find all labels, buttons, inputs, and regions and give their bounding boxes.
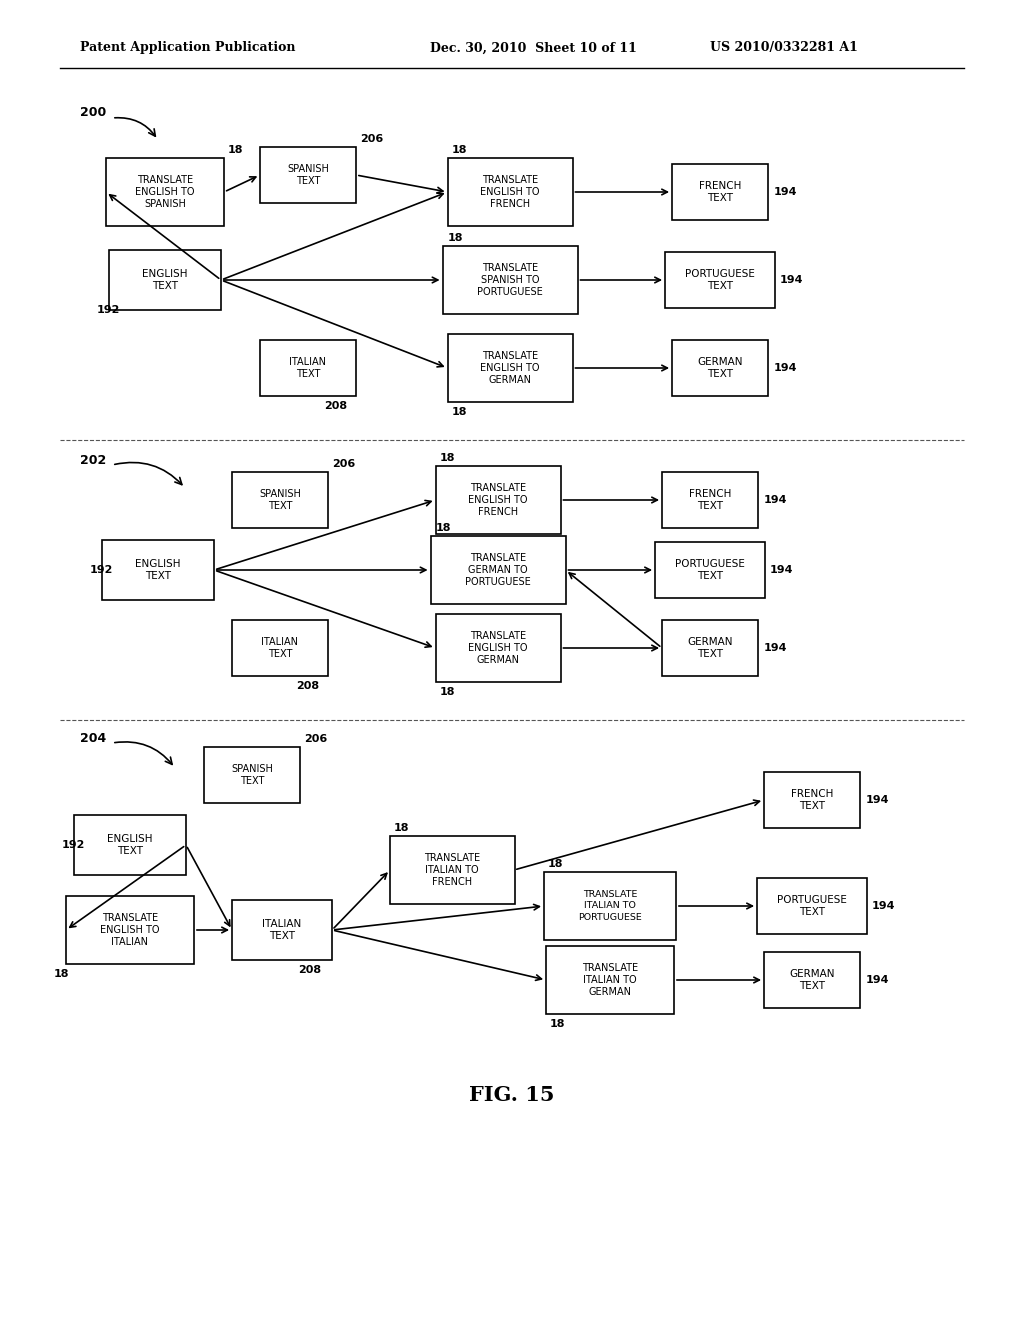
Text: FIG. 15: FIG. 15 xyxy=(469,1085,555,1105)
Bar xyxy=(655,543,765,598)
Text: 206: 206 xyxy=(332,459,355,469)
Text: 194: 194 xyxy=(764,495,787,506)
Bar xyxy=(757,878,867,935)
Text: 194: 194 xyxy=(770,565,794,576)
Text: 18: 18 xyxy=(435,523,451,533)
Text: TRANSLATE
ITALIAN TO
GERMAN: TRANSLATE ITALIAN TO GERMAN xyxy=(582,962,638,998)
Text: 200: 200 xyxy=(80,106,106,119)
Text: 206: 206 xyxy=(304,734,328,744)
Text: 18: 18 xyxy=(228,145,244,154)
Text: 18: 18 xyxy=(447,234,463,243)
Text: 204: 204 xyxy=(80,731,106,744)
Text: PORTUGUESE
TEXT: PORTUGUESE TEXT xyxy=(675,558,744,581)
Text: 208: 208 xyxy=(324,401,347,411)
Text: 192: 192 xyxy=(97,305,121,315)
Bar xyxy=(435,614,560,682)
Text: TRANSLATE
ENGLISH TO
SPANISH: TRANSLATE ENGLISH TO SPANISH xyxy=(135,174,195,210)
Bar xyxy=(672,164,768,220)
Text: 208: 208 xyxy=(298,965,322,975)
Text: 18: 18 xyxy=(548,859,563,869)
Text: GERMAN
TEXT: GERMAN TEXT xyxy=(697,356,742,379)
Text: ITALIAN
TEXT: ITALIAN TEXT xyxy=(290,356,327,379)
Text: TRANSLATE
ENGLISH TO
FRENCH: TRANSLATE ENGLISH TO FRENCH xyxy=(480,174,540,210)
Text: 206: 206 xyxy=(360,135,383,144)
Text: GERMAN
TEXT: GERMAN TEXT xyxy=(687,636,733,659)
Bar xyxy=(66,896,194,964)
Text: PORTUGUESE
TEXT: PORTUGUESE TEXT xyxy=(777,895,847,917)
Text: ENGLISH
TEXT: ENGLISH TEXT xyxy=(142,269,187,292)
Text: 208: 208 xyxy=(296,681,319,690)
Text: 194: 194 xyxy=(774,187,798,197)
Text: 194: 194 xyxy=(764,643,787,653)
Text: TRANSLATE
GERMAN TO
PORTUGUESE: TRANSLATE GERMAN TO PORTUGUESE xyxy=(465,553,530,587)
Bar xyxy=(662,620,758,676)
Text: SPANISH
TEXT: SPANISH TEXT xyxy=(231,764,273,787)
Text: SPANISH
TEXT: SPANISH TEXT xyxy=(259,488,301,511)
Text: ENGLISH
TEXT: ENGLISH TEXT xyxy=(135,558,181,581)
Text: ITALIAN
TEXT: ITALIAN TEXT xyxy=(261,636,299,659)
Bar xyxy=(232,900,332,960)
Bar xyxy=(764,772,860,828)
Bar xyxy=(106,158,224,226)
Text: 194: 194 xyxy=(872,902,896,911)
Bar xyxy=(544,873,676,940)
Bar xyxy=(204,747,300,803)
Text: US 2010/0332281 A1: US 2010/0332281 A1 xyxy=(710,41,858,54)
Text: FRENCH
TEXT: FRENCH TEXT xyxy=(689,488,731,511)
Text: SPANISH
TEXT: SPANISH TEXT xyxy=(287,164,329,186)
Text: Patent Application Publication: Patent Application Publication xyxy=(80,41,296,54)
Text: 18: 18 xyxy=(550,1019,565,1030)
Bar xyxy=(260,341,356,396)
Text: ITALIAN
TEXT: ITALIAN TEXT xyxy=(262,919,302,941)
Text: TRANSLATE
ENGLISH TO
ITALIAN: TRANSLATE ENGLISH TO ITALIAN xyxy=(100,912,160,948)
Bar xyxy=(442,246,578,314)
Bar xyxy=(665,252,775,308)
Text: TRANSLATE
ITALIAN TO
FRENCH: TRANSLATE ITALIAN TO FRENCH xyxy=(424,853,480,887)
Text: TRANSLATE
ENGLISH TO
GERMAN: TRANSLATE ENGLISH TO GERMAN xyxy=(468,631,527,665)
Text: 192: 192 xyxy=(90,565,114,576)
Bar xyxy=(672,341,768,396)
Text: ENGLISH
TEXT: ENGLISH TEXT xyxy=(108,834,153,857)
Bar xyxy=(447,158,572,226)
Bar xyxy=(74,814,186,875)
Text: 18: 18 xyxy=(439,686,455,697)
Text: 194: 194 xyxy=(780,275,804,285)
Text: TRANSLATE
SPANISH TO
PORTUGUESE: TRANSLATE SPANISH TO PORTUGUESE xyxy=(477,263,543,297)
Text: FRENCH
TEXT: FRENCH TEXT xyxy=(791,789,834,812)
Bar xyxy=(447,334,572,403)
Text: 194: 194 xyxy=(866,795,890,805)
Text: GERMAN
TEXT: GERMAN TEXT xyxy=(790,969,835,991)
Text: 194: 194 xyxy=(774,363,798,374)
Bar xyxy=(109,249,221,310)
Bar xyxy=(232,620,328,676)
Text: 192: 192 xyxy=(62,840,85,850)
Text: PORTUGUESE
TEXT: PORTUGUESE TEXT xyxy=(685,269,755,292)
Bar xyxy=(232,473,328,528)
Text: 18: 18 xyxy=(452,407,467,417)
Text: 194: 194 xyxy=(866,975,890,985)
Bar xyxy=(764,952,860,1008)
Bar xyxy=(430,536,565,605)
Bar xyxy=(546,946,674,1014)
Text: 202: 202 xyxy=(80,454,106,466)
Text: 18: 18 xyxy=(394,822,410,833)
Text: TRANSLATE
ENGLISH TO
GERMAN: TRANSLATE ENGLISH TO GERMAN xyxy=(480,351,540,385)
Text: 18: 18 xyxy=(452,145,467,154)
Text: TRANSLATE
ENGLISH TO
FRENCH: TRANSLATE ENGLISH TO FRENCH xyxy=(468,483,527,517)
Text: FRENCH
TEXT: FRENCH TEXT xyxy=(698,181,741,203)
Bar xyxy=(102,540,214,601)
Text: 18: 18 xyxy=(439,453,455,463)
Text: 18: 18 xyxy=(54,969,70,979)
Bar xyxy=(662,473,758,528)
Bar xyxy=(260,147,356,203)
Text: Dec. 30, 2010  Sheet 10 of 11: Dec. 30, 2010 Sheet 10 of 11 xyxy=(430,41,637,54)
Bar xyxy=(435,466,560,535)
Text: TRANSLATE
ITALIAN TO
PORTUGUESE: TRANSLATE ITALIAN TO PORTUGUESE xyxy=(579,891,642,921)
Bar xyxy=(389,836,514,904)
